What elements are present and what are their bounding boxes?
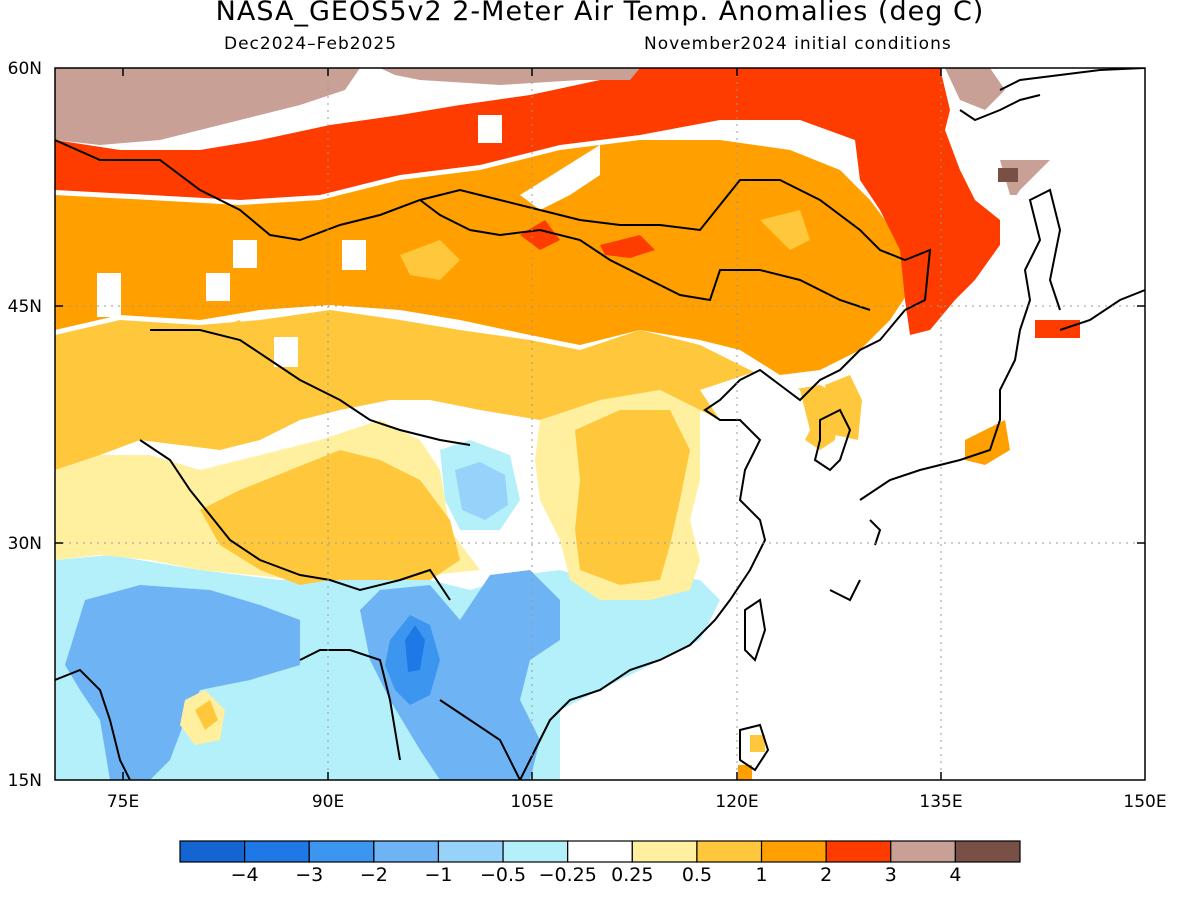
india-blue-core xyxy=(65,585,300,780)
tick-marks xyxy=(55,68,1145,780)
colorbar-swatch xyxy=(308,840,375,863)
colorbar-label: −1 xyxy=(424,864,452,886)
colorbar-swatch xyxy=(373,840,440,863)
mongolia-yellow xyxy=(400,240,460,280)
anomaly-fields xyxy=(55,68,1145,780)
colorbar-label: 1 xyxy=(755,864,767,886)
lake-patch xyxy=(233,240,257,268)
plot-frame xyxy=(54,67,1146,781)
colorbar-swatch xyxy=(890,840,956,863)
lon-label-135e: 135E xyxy=(919,792,962,812)
colorbar-swatch xyxy=(696,840,763,863)
korea-orange xyxy=(825,375,862,440)
far-east-brown xyxy=(945,68,1005,110)
colorbar-label: −0.25 xyxy=(539,864,597,886)
lat-labels: 60N 45N 30N 15N xyxy=(8,59,42,791)
lon-label-150e: 150E xyxy=(1123,792,1166,812)
colorbar-label: 0.25 xyxy=(611,864,653,886)
india-warm-core xyxy=(195,700,218,730)
central-asia-warm xyxy=(55,310,840,470)
initial-conditions: November2024 initial conditions xyxy=(644,34,952,54)
colorbar-swatch xyxy=(244,840,310,863)
colorbar-label: 4 xyxy=(949,864,961,886)
lake-patch xyxy=(274,337,298,367)
colorbar-labels: −4 −3 −2 −1 −0.5 −0.25 0.25 0.5 1 2 3 4 xyxy=(231,864,962,886)
lake-patch xyxy=(97,273,121,317)
lat-label-30n: 30N xyxy=(8,534,42,554)
gobi-orange-band xyxy=(55,140,910,375)
lon-labels: 75E 90E 105E 120E 135E 150E xyxy=(107,792,1167,812)
colorbar-swatch xyxy=(825,840,892,863)
colorbar xyxy=(179,840,1021,863)
luzon-orange xyxy=(738,765,752,780)
yellow-sea xyxy=(700,370,810,560)
baikal-patch xyxy=(520,145,600,210)
lake-patch xyxy=(342,240,366,270)
okhotsk-coast xyxy=(998,168,1018,182)
colorbar-swatch xyxy=(179,840,246,863)
pacific-ocean xyxy=(740,68,1145,780)
colorbar-label: −3 xyxy=(295,864,323,886)
siberia-red-band xyxy=(55,68,1000,335)
manchuria-yellow xyxy=(760,210,810,250)
lat-label-15n: 15N xyxy=(8,771,42,791)
lon-label-90e: 90E xyxy=(312,792,344,812)
taiwan-orange xyxy=(750,735,765,752)
forecast-period: Dec2024–Feb2025 xyxy=(224,34,398,54)
coastlines xyxy=(55,68,1145,780)
colorbar-swatch xyxy=(954,840,1021,863)
southern-china-orange xyxy=(575,410,690,585)
japan-red-2 xyxy=(1035,320,1080,338)
lon-label-120e: 120E xyxy=(715,792,758,812)
colorbar-swatch xyxy=(760,840,827,863)
lon-label-75e: 75E xyxy=(107,792,139,812)
colorbar-swatch xyxy=(567,840,633,863)
colorbar-label: −2 xyxy=(360,864,388,886)
siberia-orange-spot xyxy=(520,220,560,250)
northwest-russia-band-2 xyxy=(380,68,640,85)
sichuan-blue-core xyxy=(455,462,508,520)
colorbar-label: −4 xyxy=(231,864,259,886)
colorbar-label: −0.5 xyxy=(480,864,526,886)
lake-patch xyxy=(206,273,230,301)
lon-label-105e: 105E xyxy=(510,792,553,812)
colorbar-swatch xyxy=(437,840,504,863)
lake-patch xyxy=(478,115,502,143)
colorbar-label: 0.5 xyxy=(682,864,712,886)
mongolia-red-spot xyxy=(600,235,655,258)
lat-label-60n: 60N xyxy=(8,59,42,79)
chart-title: NASA_GEOS5v2 2-Meter Air Temp. Anomalies… xyxy=(215,0,985,27)
myanmar-core xyxy=(405,625,425,672)
tibet-orange xyxy=(200,450,460,585)
lat-label-45n: 45N xyxy=(8,297,42,317)
colorbar-swatch xyxy=(502,840,569,863)
colorbar-label: 2 xyxy=(820,864,832,886)
colorbar-label: 3 xyxy=(885,864,897,886)
northwest-russia-band xyxy=(55,68,360,145)
colorbar-swatch xyxy=(631,840,698,863)
